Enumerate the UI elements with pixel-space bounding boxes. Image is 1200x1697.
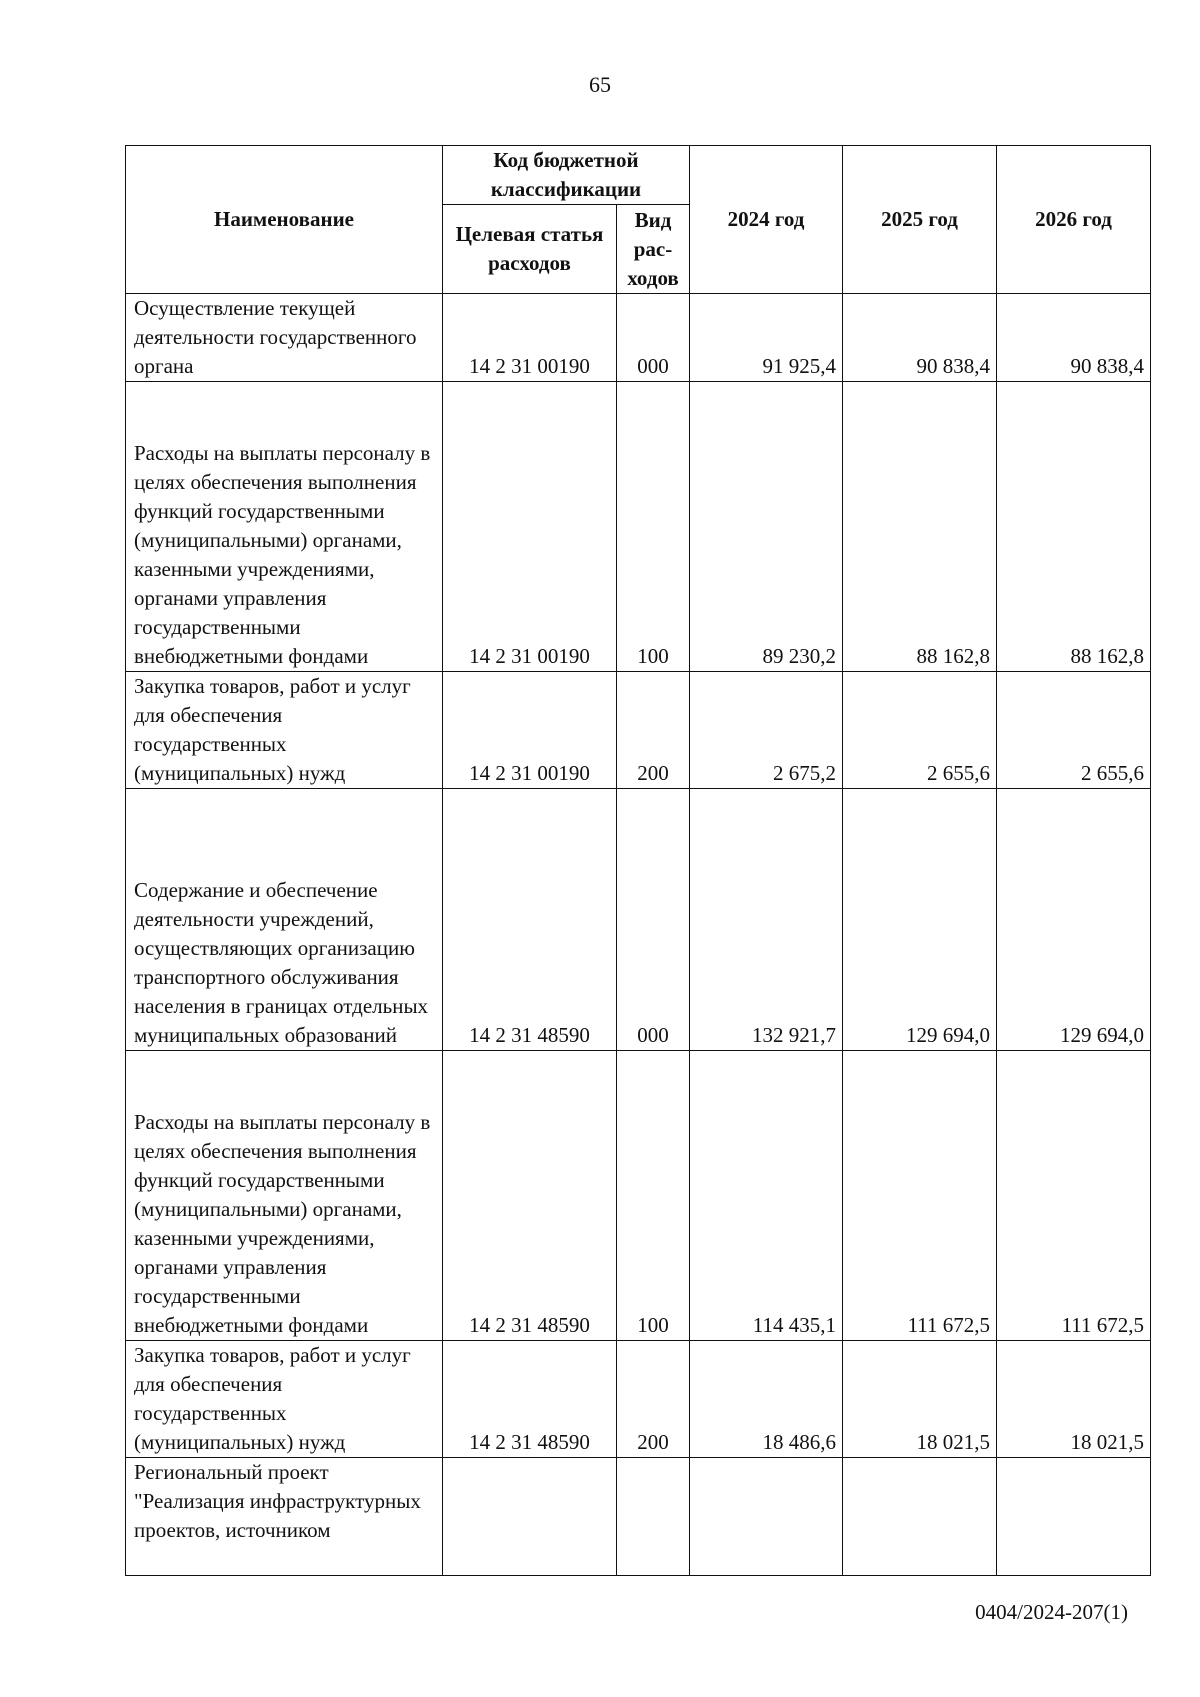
table-row: Региональный проект "Реализация инфрастр… [125, 1457, 1152, 1576]
header-2026: 2026 год [996, 145, 1152, 294]
row-value-2024: 2 675,2 [689, 671, 844, 789]
row-value-2025: 90 838,4 [842, 293, 998, 382]
row-name: Региональный проект "Реализация инфрастр… [125, 1457, 443, 1576]
document-code: 0404/2024-207(1) [975, 1600, 1128, 1624]
row-value-2024: 89 230,2 [689, 381, 844, 672]
row-value-2024: 91 925,4 [689, 293, 844, 382]
table-row: Закупка товаров, работ и услуг для обесп… [125, 671, 1152, 789]
row-name: Закупка товаров, работ и услуг для обесп… [125, 1340, 443, 1458]
row-name: Содержание и обеспечение деятельности уч… [125, 788, 443, 1051]
row-value-2026: 2 655,6 [996, 671, 1152, 789]
row-value-2026: 129 694,0 [996, 788, 1152, 1051]
row-value-2025: 129 694,0 [842, 788, 998, 1051]
row-expense-kind: 100 [615, 1050, 691, 1341]
row-name: Осуществление текущей деятельности госуд… [125, 293, 443, 382]
row-target-code: 14 2 31 48590 [442, 1340, 617, 1458]
table-row: Закупка товаров, работ и услуг для обесп… [125, 1340, 1152, 1458]
header-kind: Вид рас-ходов [615, 204, 691, 294]
row-value-2025: 111 672,5 [842, 1050, 998, 1341]
row-target-code [442, 1457, 617, 1576]
header-target: Целевая статья расходов [442, 204, 617, 294]
row-target-code: 14 2 31 00190 [442, 381, 617, 672]
row-expense-kind: 100 [615, 381, 691, 672]
row-value-2024: 132 921,7 [689, 788, 844, 1051]
row-value-2024: 18 486,6 [689, 1340, 844, 1458]
row-value-2025 [842, 1457, 998, 1576]
row-expense-kind [615, 1457, 691, 1576]
row-expense-kind: 200 [615, 1340, 691, 1458]
row-expense-kind: 200 [615, 671, 691, 789]
row-target-code: 14 2 31 00190 [442, 293, 617, 382]
table-row: Расходы на выплаты персоналу в целях обе… [125, 381, 1152, 672]
row-target-code: 14 2 31 00190 [442, 671, 617, 789]
table-row: Содержание и обеспечение деятельности уч… [125, 788, 1152, 1051]
row-value-2026: 90 838,4 [996, 293, 1152, 382]
table-row: Осуществление текущей деятельности госуд… [125, 293, 1152, 382]
page-number: 65 [589, 72, 611, 97]
row-value-2024 [689, 1457, 844, 1576]
budget-table: Наименование Код бюджетной классификации… [125, 145, 1152, 1576]
row-name: Расходы на выплаты персоналу в целях обе… [125, 1050, 443, 1341]
row-value-2026: 111 672,5 [996, 1050, 1152, 1341]
header-name: Наименование [125, 145, 443, 294]
row-name: Закупка товаров, работ и услуг для обесп… [125, 671, 443, 789]
row-value-2025: 2 655,6 [842, 671, 998, 789]
header-kbk: Код бюджетной классификации [441, 145, 691, 205]
row-value-2026: 18 021,5 [996, 1340, 1152, 1458]
row-target-code: 14 2 31 48590 [442, 788, 617, 1051]
header-2025: 2025 год [842, 145, 998, 294]
row-expense-kind: 000 [615, 788, 691, 1051]
row-name: Расходы на выплаты персоналу в целях обе… [125, 381, 443, 672]
row-expense-kind: 000 [615, 293, 691, 382]
header-2024: 2024 год [689, 145, 844, 294]
table-row: Расходы на выплаты персоналу в целях обе… [125, 1050, 1152, 1341]
row-value-2026 [996, 1457, 1152, 1576]
row-value-2026: 88 162,8 [996, 381, 1152, 672]
row-target-code: 14 2 31 48590 [442, 1050, 617, 1341]
row-value-2025: 18 021,5 [842, 1340, 998, 1458]
row-value-2025: 88 162,8 [842, 381, 998, 672]
row-value-2024: 114 435,1 [689, 1050, 844, 1341]
